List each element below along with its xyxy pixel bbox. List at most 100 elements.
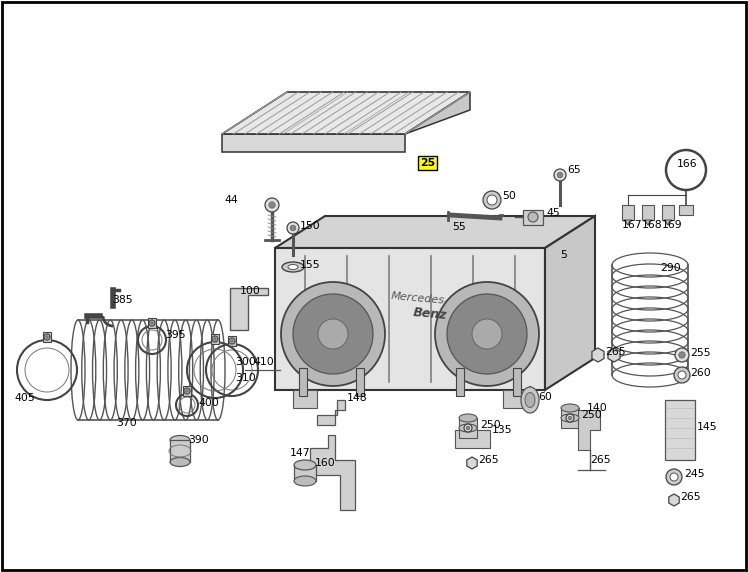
Polygon shape [679,205,693,215]
Text: 169: 169 [662,220,683,230]
Circle shape [568,416,571,420]
Text: 167: 167 [622,220,643,230]
Polygon shape [545,216,595,390]
Text: 44: 44 [224,195,238,205]
Polygon shape [664,220,672,225]
Ellipse shape [525,392,535,407]
Text: 405: 405 [14,393,34,403]
Bar [43,332,51,342]
Polygon shape [405,92,470,134]
Bar [561,408,579,428]
Text: 140: 140 [587,403,607,413]
Circle shape [44,334,50,340]
Circle shape [46,336,49,339]
Polygon shape [222,92,470,134]
Polygon shape [622,205,634,220]
Text: 60: 60 [538,392,552,402]
Bar [459,418,477,438]
Circle shape [214,337,216,340]
Ellipse shape [170,435,190,444]
Text: 155: 155 [300,260,321,270]
Polygon shape [642,205,654,220]
Ellipse shape [294,460,316,470]
Text: 255: 255 [690,348,711,358]
Text: 250: 250 [581,410,601,420]
Polygon shape [592,348,604,362]
Text: 145: 145 [697,422,717,432]
Text: 150: 150 [300,221,321,231]
Circle shape [287,222,299,234]
Bar [294,465,316,481]
Circle shape [666,469,682,485]
Polygon shape [275,216,595,248]
Polygon shape [455,430,490,448]
Text: 160: 160 [315,458,336,468]
Text: 410: 410 [253,357,274,367]
Ellipse shape [459,414,477,422]
Polygon shape [523,210,543,225]
Circle shape [528,212,538,222]
Circle shape [675,348,689,362]
Polygon shape [669,494,679,506]
Text: 50: 50 [502,191,516,201]
Text: 55: 55 [452,222,466,232]
Circle shape [290,225,295,231]
Text: Benz: Benz [412,306,447,322]
Text: 265: 265 [605,347,625,357]
Ellipse shape [459,424,477,432]
Circle shape [149,320,155,326]
Circle shape [318,319,348,349]
Circle shape [269,202,275,208]
Bar [183,386,191,396]
Bar [356,368,364,396]
Text: 5: 5 [560,250,567,260]
Ellipse shape [561,414,579,422]
Circle shape [670,473,678,481]
Circle shape [678,371,686,379]
Bar [211,334,219,344]
Circle shape [679,352,685,358]
Circle shape [435,282,539,386]
Bar [456,368,464,396]
Circle shape [464,424,472,432]
Text: 135: 135 [492,425,512,435]
Polygon shape [222,134,405,152]
Circle shape [293,294,373,374]
Text: 290: 290 [660,263,681,273]
Ellipse shape [521,387,539,413]
Text: 147: 147 [289,448,310,458]
Circle shape [472,319,502,349]
Text: 166: 166 [677,159,698,169]
Circle shape [447,294,527,374]
Bar [299,368,307,396]
Text: 395: 395 [165,330,186,340]
Bar [513,368,521,396]
Text: 400: 400 [198,398,219,408]
Text: 245: 245 [684,469,705,479]
Text: 148: 148 [347,393,367,403]
Bar [228,336,236,346]
Bar [170,440,190,462]
Polygon shape [467,457,477,469]
Polygon shape [275,248,545,390]
Text: 370: 370 [117,418,138,428]
Polygon shape [662,205,674,220]
Polygon shape [293,390,317,408]
Text: 265: 265 [590,455,610,465]
Text: 250: 250 [480,420,500,430]
Text: 25: 25 [420,158,435,168]
Ellipse shape [288,264,298,269]
Circle shape [230,340,233,343]
Circle shape [150,321,153,324]
Text: 65: 65 [567,165,580,175]
Circle shape [557,172,562,178]
Polygon shape [608,348,620,362]
Circle shape [265,198,279,212]
Ellipse shape [282,262,304,272]
Text: xsdlx.en.alibaba.com: xsdlx.en.alibaba.com [278,291,470,309]
Circle shape [666,150,706,190]
Bar [148,318,156,328]
Circle shape [566,414,574,422]
Polygon shape [665,400,695,460]
Text: 385: 385 [112,295,132,305]
